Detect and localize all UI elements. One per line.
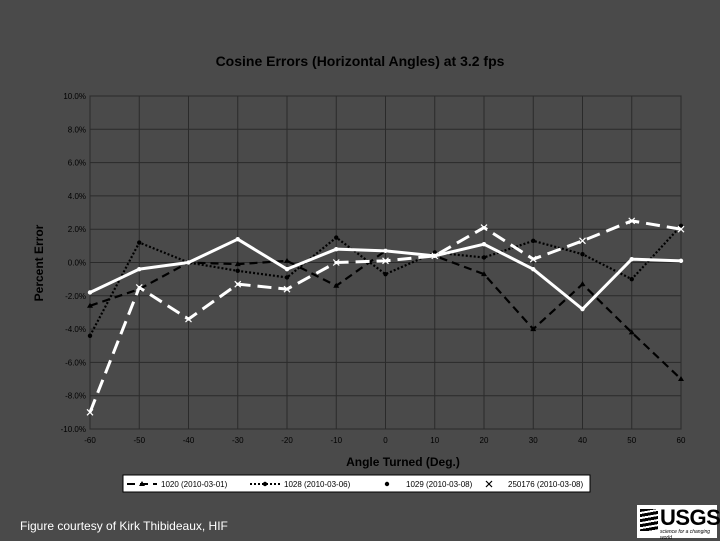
data-point bbox=[628, 329, 635, 335]
data-point bbox=[383, 248, 388, 254]
data-point bbox=[481, 271, 487, 277]
data-point bbox=[332, 259, 340, 266]
data-point bbox=[431, 252, 439, 260]
y-tick-label: -8.0% bbox=[65, 392, 86, 401]
data-point bbox=[284, 257, 290, 263]
data-point bbox=[87, 333, 93, 338]
y-axis-label: Percent Error bbox=[32, 224, 46, 301]
data-point bbox=[334, 235, 339, 240]
y-tick-label: -2.0% bbox=[65, 292, 86, 301]
data-point bbox=[678, 258, 684, 264]
data-point bbox=[531, 238, 536, 244]
chart-title: Cosine Errors (Horizontal Angles) at 3.2… bbox=[216, 53, 505, 69]
data-point bbox=[137, 266, 142, 272]
x-tick-label: 50 bbox=[627, 436, 636, 445]
data-point bbox=[579, 237, 586, 245]
y-tick-label: 8.0% bbox=[68, 125, 86, 134]
data-point bbox=[678, 223, 684, 229]
figure-credit: Figure courtesy of Kirk Thibideaux, HIF bbox=[20, 519, 228, 533]
x-tick-label: -60 bbox=[84, 436, 96, 445]
y-tick-label: 6.0% bbox=[68, 159, 86, 168]
data-point bbox=[481, 255, 487, 260]
legend-marker bbox=[485, 480, 493, 488]
legend-marker bbox=[262, 481, 268, 487]
data-point bbox=[383, 271, 388, 277]
y-tick-label: 10.0% bbox=[63, 92, 86, 101]
grid bbox=[89, 95, 682, 430]
legend-marker bbox=[139, 481, 145, 486]
data-point bbox=[137, 240, 142, 245]
data-point bbox=[677, 225, 685, 233]
data-point bbox=[628, 217, 636, 225]
x-tick-label: -30 bbox=[232, 436, 244, 445]
data-point bbox=[480, 224, 488, 231]
data-point bbox=[235, 236, 240, 242]
x-tick-label: 40 bbox=[578, 436, 587, 445]
data-point bbox=[334, 246, 339, 252]
data-point bbox=[186, 260, 191, 265]
x-tick-label: -40 bbox=[183, 436, 195, 445]
series-lines bbox=[86, 217, 685, 416]
data-point bbox=[135, 284, 143, 291]
data-point bbox=[432, 250, 437, 255]
legend-marker bbox=[384, 481, 390, 487]
data-point bbox=[530, 326, 537, 332]
y-tick-label: -6.0% bbox=[65, 358, 86, 367]
data-point bbox=[234, 280, 242, 288]
data-point bbox=[86, 408, 94, 416]
data-point bbox=[531, 266, 536, 272]
data-point bbox=[185, 315, 192, 323]
legend-label: 1028 (2010-03-06) bbox=[284, 480, 351, 489]
data-point bbox=[333, 282, 340, 288]
data-point bbox=[678, 376, 684, 382]
usgs-logo: USGS science for a changing world bbox=[637, 505, 720, 541]
legend-label: 1029 (2010-03-08) bbox=[406, 480, 473, 489]
data-point bbox=[629, 256, 634, 262]
data-point bbox=[87, 302, 93, 308]
y-axis-ticks: 10.0% 8.0% 6.0% 4.0% 2.0% 0.0% -2.0% -4.0% -6.0%… bbox=[61, 92, 86, 434]
x-tick-label: 10 bbox=[430, 436, 439, 445]
usgs-logo-text: USGS bbox=[660, 505, 720, 530]
data-point bbox=[529, 255, 537, 263]
legend-label: 250176 (2010-03-08) bbox=[508, 480, 584, 489]
data-point bbox=[87, 290, 93, 295]
x-tick-label: -50 bbox=[133, 436, 145, 445]
data-point bbox=[234, 261, 241, 267]
data-point bbox=[629, 276, 634, 282]
data-point bbox=[580, 251, 585, 257]
y-tick-label: 0.0% bbox=[68, 259, 86, 268]
legend-label: 1020 (2010-03-01) bbox=[161, 480, 228, 489]
x-tick-label: 0 bbox=[383, 436, 388, 445]
x-tick-label: 20 bbox=[480, 436, 489, 445]
y-tick-label: 4.0% bbox=[68, 192, 86, 201]
y-tick-label: 2.0% bbox=[68, 225, 86, 234]
y-tick-label: -10.0% bbox=[61, 425, 86, 434]
data-point bbox=[235, 268, 240, 274]
legend: 1020 (2010-03-01) 1028 (2010-03-06) 1029 (… bbox=[122, 474, 591, 493]
legend-box bbox=[122, 474, 591, 493]
data-point bbox=[481, 241, 487, 247]
usgs-wave-icon bbox=[640, 509, 658, 531]
data-point bbox=[382, 257, 389, 265]
data-point bbox=[284, 275, 290, 280]
x-tick-label: -20 bbox=[281, 436, 293, 445]
data-point bbox=[580, 306, 585, 312]
x-axis-label: Angle Turned (Deg.) bbox=[346, 455, 460, 469]
x-tick-label: -10 bbox=[330, 436, 342, 445]
data-point bbox=[284, 266, 290, 272]
x-tick-label: 30 bbox=[529, 436, 538, 445]
x-tick-label: 60 bbox=[677, 436, 686, 445]
data-point bbox=[283, 285, 291, 293]
usgs-logo-tagline: science for a changing world bbox=[660, 529, 711, 541]
data-point bbox=[579, 281, 586, 287]
y-tick-label: -4.0% bbox=[65, 325, 86, 334]
x-axis-ticks: -60 -50 -40 -30 -20 -10 0 10 20 30 40 50 60 bbox=[84, 436, 686, 445]
